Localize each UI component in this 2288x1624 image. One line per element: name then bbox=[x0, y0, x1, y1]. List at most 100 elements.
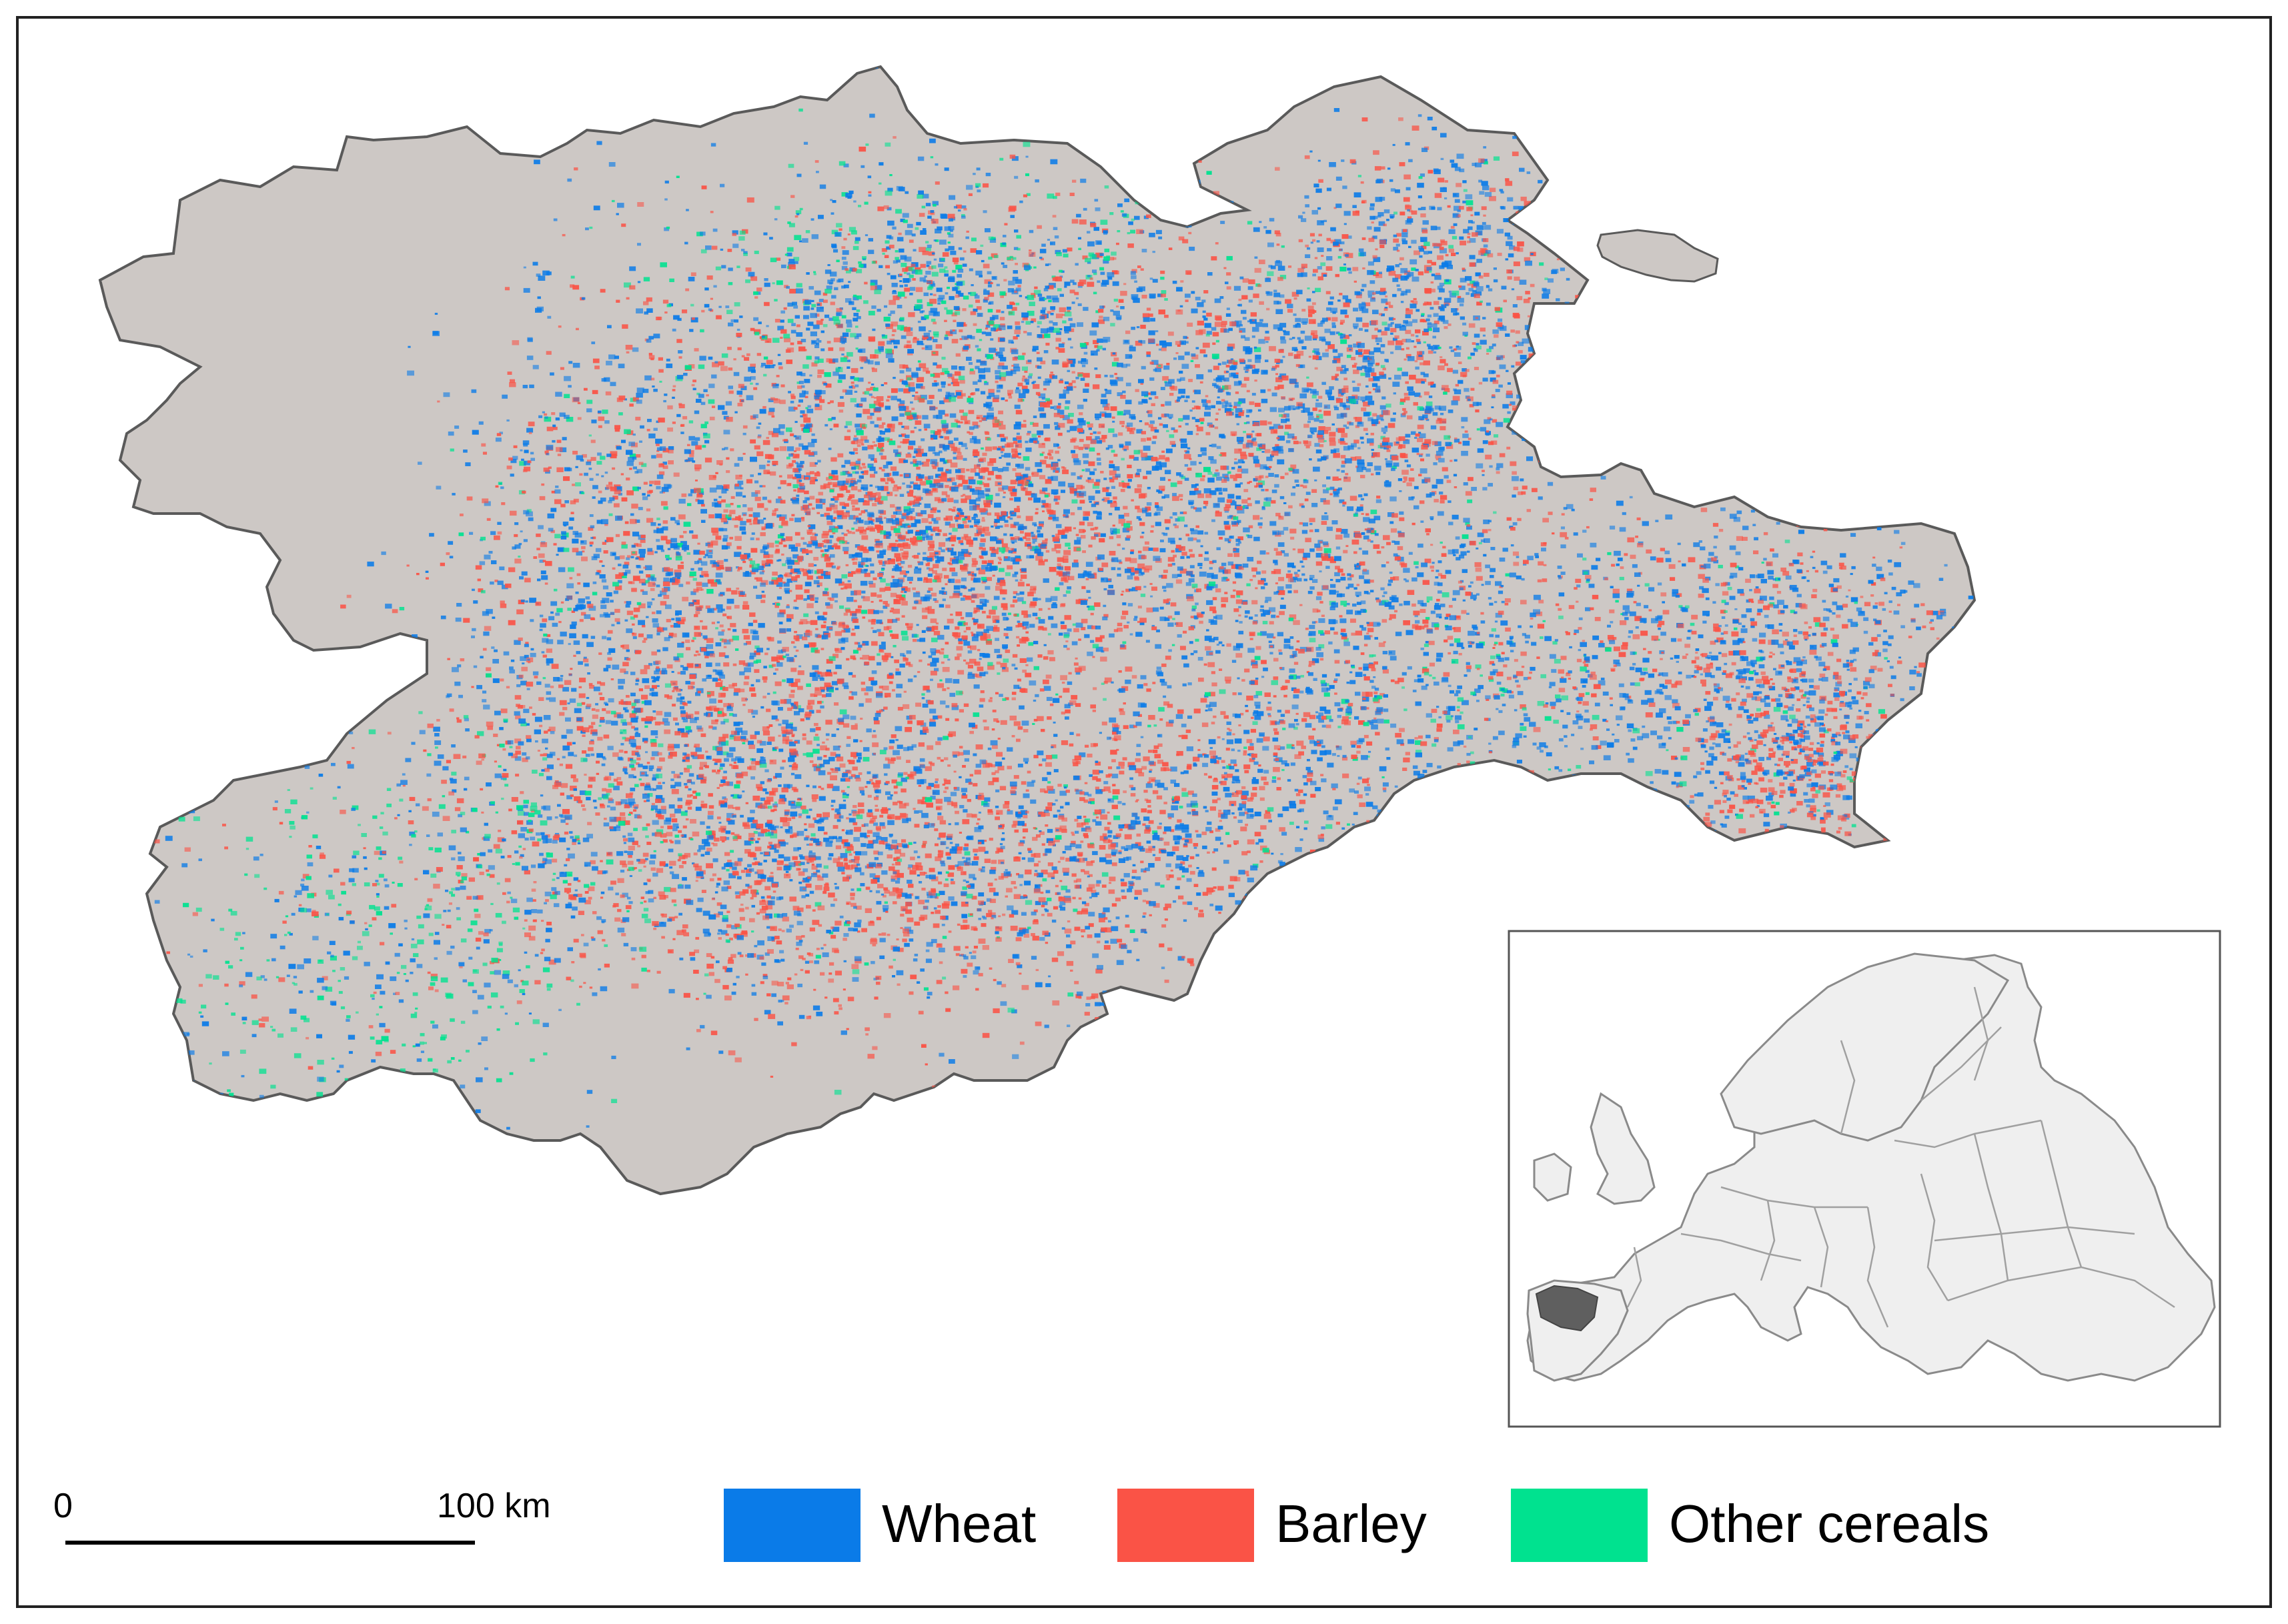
crop-pixel bbox=[1307, 287, 1310, 289]
crop-pixel bbox=[1129, 345, 1133, 348]
crop-pixel bbox=[1237, 459, 1244, 464]
crop-pixel bbox=[769, 365, 774, 369]
crop-pixel bbox=[1340, 369, 1347, 374]
crop-pixel bbox=[1134, 215, 1140, 220]
crop-pixel bbox=[783, 544, 787, 548]
crop-pixel bbox=[1474, 349, 1478, 352]
crop-pixel bbox=[802, 542, 807, 545]
crop-pixel bbox=[916, 466, 921, 470]
crop-pixel bbox=[968, 589, 972, 592]
crop-pixel bbox=[903, 438, 910, 444]
crop-pixel bbox=[1507, 382, 1511, 385]
crop-pixel bbox=[1041, 505, 1045, 508]
crop-pixel bbox=[826, 669, 831, 674]
crop-pixel bbox=[985, 494, 993, 500]
crop-pixel bbox=[1462, 322, 1467, 325]
crop-pixel bbox=[777, 486, 781, 490]
crop-pixel bbox=[1296, 351, 1304, 356]
crop-pixel bbox=[1137, 469, 1141, 472]
crop-pixel bbox=[781, 538, 786, 541]
crop-pixel bbox=[787, 560, 794, 565]
crop-pixel bbox=[1092, 484, 1100, 489]
crop-pixel bbox=[963, 622, 968, 626]
crop-pixel bbox=[1253, 347, 1261, 352]
crop-pixel bbox=[907, 678, 913, 682]
crop-pixel bbox=[1358, 303, 1366, 309]
crop-pixel bbox=[1038, 436, 1041, 438]
crop-pixel bbox=[809, 594, 815, 598]
crop-pixel bbox=[858, 561, 864, 566]
crop-pixel bbox=[749, 523, 752, 526]
crop-pixel bbox=[761, 526, 766, 530]
crop-pixel bbox=[1438, 346, 1442, 349]
crop-pixel bbox=[892, 568, 896, 572]
crop-pixel bbox=[1458, 379, 1464, 384]
crop-pixel bbox=[933, 715, 939, 720]
crop-pixel bbox=[846, 530, 849, 532]
crop-pixel bbox=[846, 366, 850, 369]
crop-pixel bbox=[919, 398, 925, 403]
crop-pixel bbox=[813, 478, 816, 481]
crop-pixel bbox=[1295, 323, 1301, 328]
crop-pixel bbox=[1195, 507, 1202, 512]
crop-pixel bbox=[1117, 377, 1123, 381]
crop-pixel bbox=[830, 498, 834, 501]
crop-pixel bbox=[857, 377, 864, 382]
crop-pixel bbox=[926, 459, 930, 462]
crop-pixel bbox=[939, 450, 943, 454]
crop-pixel bbox=[848, 494, 855, 498]
crop-pixel bbox=[870, 570, 875, 574]
crop-pixel bbox=[690, 591, 696, 596]
crop-pixel bbox=[1312, 321, 1315, 323]
crop-pixel bbox=[726, 457, 730, 460]
crop-pixel bbox=[922, 615, 928, 620]
crop-pixel bbox=[852, 613, 857, 617]
crop-pixel bbox=[1051, 548, 1057, 552]
crop-pixel bbox=[1229, 405, 1233, 408]
crop-pixel bbox=[1245, 370, 1249, 373]
crop-pixel bbox=[1305, 204, 1309, 207]
crop-pixel bbox=[1106, 403, 1110, 406]
crop-pixel bbox=[957, 622, 963, 626]
crop-pixel bbox=[824, 574, 830, 580]
crop-pixel bbox=[802, 549, 808, 554]
crop-pixel bbox=[838, 582, 844, 586]
crop-pixel bbox=[887, 492, 893, 496]
crop-pixel bbox=[969, 658, 977, 664]
crop-pixel bbox=[895, 532, 901, 536]
crop-pixel bbox=[1031, 318, 1037, 322]
crop-pixel bbox=[1075, 376, 1079, 379]
crop-pixel bbox=[1153, 369, 1157, 371]
crop-pixel bbox=[799, 483, 804, 487]
crop-pixel bbox=[1425, 405, 1433, 411]
crop-pixel bbox=[916, 383, 923, 389]
crop-pixel bbox=[1226, 255, 1233, 261]
crop-pixel bbox=[933, 488, 937, 492]
crop-pixel bbox=[955, 626, 960, 630]
crop-pixel bbox=[802, 414, 808, 418]
crop-pixel bbox=[1448, 410, 1454, 414]
crop-pixel bbox=[960, 617, 965, 620]
crop-pixel bbox=[720, 365, 728, 371]
crop-pixel bbox=[1137, 508, 1143, 513]
crop-pixel bbox=[1241, 506, 1245, 508]
crop-pixel bbox=[1059, 293, 1064, 297]
crop-pixel bbox=[864, 494, 869, 498]
crop-pixel bbox=[929, 406, 936, 411]
crop-pixel bbox=[1001, 454, 1005, 458]
crop-pixel bbox=[1054, 496, 1061, 500]
crop-pixel bbox=[1093, 339, 1099, 344]
crop-pixel bbox=[742, 425, 748, 429]
crop-pixel bbox=[1191, 354, 1199, 359]
crop-pixel bbox=[925, 345, 933, 350]
crop-pixel bbox=[1494, 434, 1499, 438]
crop-pixel bbox=[807, 525, 811, 528]
crop-pixel bbox=[855, 529, 860, 532]
crop-pixel bbox=[909, 508, 915, 512]
crop-pixel bbox=[933, 373, 941, 378]
crop-pixel bbox=[975, 365, 980, 369]
crop-pixel bbox=[998, 410, 1003, 415]
crop-pixel bbox=[1515, 361, 1522, 366]
crop-pixel bbox=[1420, 458, 1424, 462]
crop-pixel bbox=[1125, 330, 1131, 334]
